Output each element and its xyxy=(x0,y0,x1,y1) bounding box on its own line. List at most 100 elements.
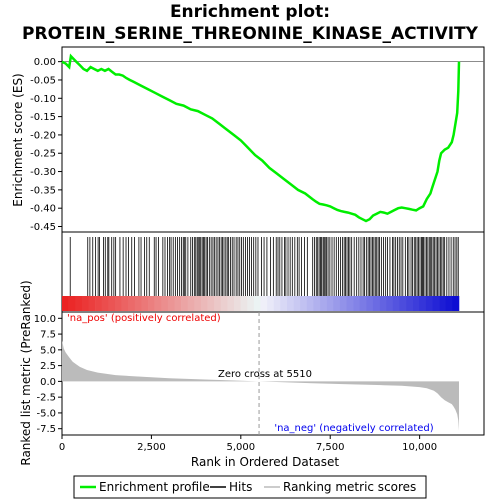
rank-color-segment xyxy=(227,296,234,311)
rank-color-segment xyxy=(274,296,281,311)
ranked-metric-y-tick-label: 0.0 xyxy=(40,377,56,388)
rank-color-segment xyxy=(287,296,294,311)
rank-color-segment xyxy=(300,296,307,311)
rank-x-tick-label: 10,000 xyxy=(402,442,437,453)
legend-metric-label: Ranking metric scores xyxy=(283,480,416,494)
rank-color-segment xyxy=(413,296,420,311)
es-y-tick-label: -0.15 xyxy=(30,112,56,123)
rank-color-segment xyxy=(446,296,453,311)
rank-color-segment xyxy=(174,296,181,311)
ranked-metric-y-tick-label: -5.0 xyxy=(36,408,56,419)
rank-color-segment xyxy=(148,296,155,311)
rank-color-segment xyxy=(128,296,135,311)
rank-color-segment xyxy=(161,296,168,311)
rank-x-tick-label: 7,500 xyxy=(316,442,345,453)
rank-color-segment xyxy=(75,296,82,311)
negative-correlated-label: 'na_neg' (negatively correlated) xyxy=(274,423,433,434)
rank-color-segment xyxy=(188,296,195,311)
rank-color-segment xyxy=(280,296,287,311)
es-y-tick-label: -0.05 xyxy=(30,75,56,86)
ranked-metric-y-tick-label: 7.5 xyxy=(40,330,56,341)
rank-color-segment xyxy=(115,296,122,311)
legend: Enrichment profile Hits Ranking metric s… xyxy=(74,476,426,498)
zero-cross-label: Zero cross at 5510 xyxy=(218,369,312,380)
es-y-axis-label: Enrichment score (ES) xyxy=(11,73,25,206)
rank-color-segment xyxy=(69,296,76,311)
rank-color-segment xyxy=(241,296,248,311)
es-y-tick-label: -0.45 xyxy=(30,222,56,233)
rank-color-segment xyxy=(122,296,129,311)
rank-color-segment xyxy=(320,296,327,311)
rank-x-tick-label: 5,000 xyxy=(226,442,255,453)
rank-color-segment xyxy=(386,296,393,311)
rank-color-segment xyxy=(313,296,320,311)
legend-hits-label: Hits xyxy=(229,480,252,494)
rank-color-segment xyxy=(294,296,301,311)
chart-title-line1: Enrichment plot: xyxy=(170,2,330,22)
rank-color-segment xyxy=(360,296,367,311)
es-y-tick-label: -0.30 xyxy=(30,167,56,178)
chart-title-line2: PROTEIN_SERINE_THREONINE_KINASE_ACTIVITY xyxy=(22,24,479,44)
es-y-tick-label: -0.20 xyxy=(30,130,56,141)
positive-correlated-label: 'na_pos' (positively correlated) xyxy=(67,313,221,324)
rank-color-segment xyxy=(419,296,426,311)
rank-color-segment xyxy=(333,296,340,311)
rank-color-segment xyxy=(327,296,334,311)
rank-color-segment xyxy=(426,296,433,311)
rank-x-tick-label: 2,500 xyxy=(137,442,166,453)
rank-color-segment xyxy=(380,296,387,311)
rank-color-segment xyxy=(181,296,188,311)
x-axis-label: Rank in Ordered Dataset xyxy=(191,455,339,469)
rank-color-segment xyxy=(168,296,175,311)
rank-color-segment xyxy=(373,296,380,311)
rank-color-segment xyxy=(102,296,109,311)
rank-color-segment xyxy=(62,296,69,311)
es-panel: 0.00-0.05-0.10-0.15-0.20-0.25-0.30-0.35-… xyxy=(11,47,484,233)
rank-color-segment xyxy=(155,296,162,311)
rank-color-segment xyxy=(399,296,406,311)
rank-color-segment xyxy=(353,296,360,311)
rank-color-segment xyxy=(234,296,241,311)
rank-color-segment xyxy=(307,296,314,311)
es-y-ticks: 0.00 -0.05 -0.10 -0.15 -0.20 -0.25 -0.30 -0.35 -… xyxy=(30,57,62,233)
rank-color-band xyxy=(62,296,459,311)
rank-color-segment xyxy=(95,296,102,311)
hits-panel xyxy=(62,232,484,312)
rank-color-segment xyxy=(254,296,261,311)
rank-color-segment xyxy=(406,296,413,311)
es-y-tick-label: -0.25 xyxy=(30,149,56,160)
rank-color-segment xyxy=(267,296,274,311)
ranked-metric-y-tick-label: 2.5 xyxy=(40,361,56,372)
rank-color-segment xyxy=(433,296,440,311)
es-panel-frame xyxy=(62,47,484,232)
rank-color-segment xyxy=(393,296,400,311)
rank-color-segment xyxy=(452,296,459,311)
rank-color-segment xyxy=(88,296,95,311)
rank-color-segment xyxy=(82,296,89,311)
ranked-metric-y-tick-label: -7.5 xyxy=(36,424,56,435)
rank-color-segment xyxy=(108,296,115,311)
rank-color-segment xyxy=(260,296,267,311)
ranked-metric-y-axis-label: Ranked list metric (PreRanked) xyxy=(19,280,33,465)
rank-color-segment xyxy=(135,296,142,311)
rank-color-segment xyxy=(214,296,221,311)
es-y-tick-label: -0.10 xyxy=(30,94,56,105)
rank-x-ticks: 0 2,500 5,000 7,500 10,000 xyxy=(59,435,437,453)
ranked-metric-y-tick-label: 5.0 xyxy=(40,345,56,356)
ranked-metric-y-tick-label: 10.0 xyxy=(34,314,56,325)
rank-color-segment xyxy=(247,296,254,311)
rank-color-segment xyxy=(201,296,208,311)
ranked-metric-y-tick-label: -2.5 xyxy=(36,393,56,404)
es-y-tick-label: -0.40 xyxy=(30,204,56,215)
es-y-tick-label: -0.35 xyxy=(30,185,56,196)
legend-enrichment-label: Enrichment profile xyxy=(99,480,210,494)
rank-color-segment xyxy=(221,296,228,311)
rank-color-segment xyxy=(366,296,373,311)
rank-color-segment xyxy=(194,296,201,311)
rank-color-segment xyxy=(208,296,215,311)
rank-color-segment xyxy=(439,296,446,311)
ranked-metric-y-ticks: 10.0 7.5 5.0 2.5 0.0 -2.5 -5.0 -7.5 xyxy=(34,314,62,435)
rank-color-segment xyxy=(141,296,148,311)
rank-color-segment xyxy=(340,296,347,311)
